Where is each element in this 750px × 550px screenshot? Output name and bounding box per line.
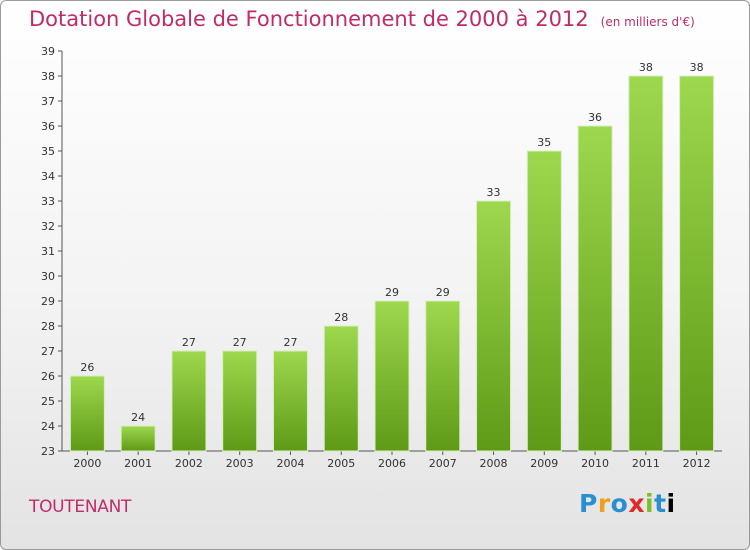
y-tick-label: 28 — [41, 320, 55, 333]
y-tick-label: 23 — [41, 445, 55, 458]
commune-name: TOUTENANT — [29, 497, 132, 517]
x-tick-label: 2004 — [276, 457, 304, 470]
y-tick-label: 33 — [41, 195, 55, 208]
y-tick-label: 35 — [41, 145, 55, 158]
bar — [272, 350, 308, 452]
x-tick-label: 2011 — [632, 457, 660, 470]
bar-value-label: 26 — [80, 361, 94, 374]
y-tick-label: 38 — [41, 70, 55, 83]
bar — [69, 375, 105, 452]
x-tick-label: 2012 — [683, 457, 711, 470]
bar-value-label: 29 — [436, 286, 450, 299]
y-tick-label: 26 — [41, 370, 55, 383]
bar-value-label: 38 — [639, 61, 653, 74]
y-tick-label: 29 — [41, 295, 55, 308]
bar — [425, 300, 461, 452]
y-tick-label: 37 — [41, 95, 55, 108]
bar-value-label: 24 — [131, 411, 145, 424]
bar — [120, 425, 156, 452]
x-tick-label: 2005 — [327, 457, 355, 470]
bar — [476, 200, 512, 452]
x-tick-label: 2010 — [581, 457, 609, 470]
bar-value-label: 27 — [233, 336, 247, 349]
bar-value-label: 29 — [385, 286, 399, 299]
bar — [374, 300, 410, 452]
bar — [628, 75, 664, 452]
bar-value-label: 27 — [182, 336, 196, 349]
x-tick-label: 2007 — [429, 457, 457, 470]
bar-value-label: 36 — [588, 111, 602, 124]
proxiti-logo: Proxiti — [579, 489, 676, 518]
bar — [679, 75, 715, 452]
bar — [526, 150, 562, 452]
y-tick-label: 39 — [41, 45, 55, 58]
x-tick-label: 2009 — [530, 457, 558, 470]
bar — [171, 350, 207, 452]
y-tick-label: 31 — [41, 245, 55, 258]
chart-title: Dotation Globale de Fonctionnement de 20… — [29, 7, 695, 31]
bar-value-label: 35 — [537, 136, 551, 149]
x-tick-label: 2006 — [378, 457, 406, 470]
bar-value-label: 33 — [487, 186, 501, 199]
x-tick-label: 2001 — [124, 457, 152, 470]
bar-value-label: 27 — [283, 336, 297, 349]
y-tick-label: 24 — [41, 420, 55, 433]
y-tick-label: 30 — [41, 270, 55, 283]
y-tick-label: 32 — [41, 220, 55, 233]
bar — [323, 325, 359, 452]
bar — [577, 125, 613, 452]
x-tick-label: 2003 — [226, 457, 254, 470]
bar-value-label: 38 — [690, 61, 704, 74]
y-tick-label: 25 — [41, 395, 55, 408]
bar — [222, 350, 258, 452]
bar-value-label: 28 — [334, 311, 348, 324]
y-tick-label: 36 — [41, 120, 55, 133]
y-tick-label: 27 — [41, 345, 55, 358]
y-tick-label: 34 — [41, 170, 55, 183]
x-tick-label: 2008 — [480, 457, 508, 470]
x-tick-label: 2000 — [73, 457, 101, 470]
x-tick-label: 2002 — [175, 457, 203, 470]
unit-label: (en milliers d'€) — [600, 15, 695, 29]
